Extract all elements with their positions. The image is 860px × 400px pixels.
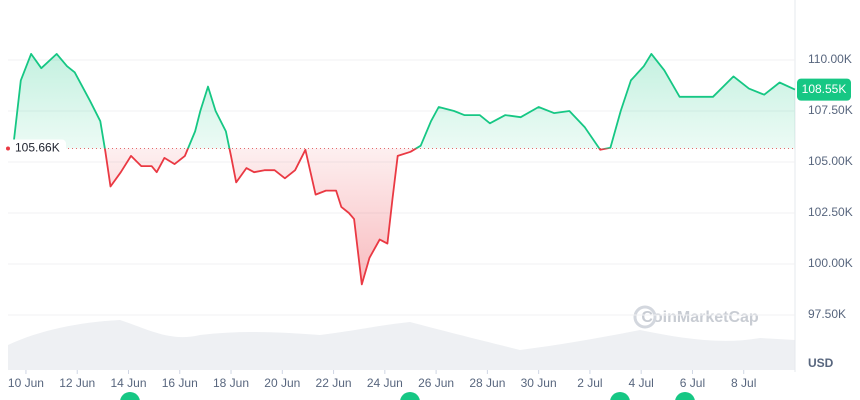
- event-marker: [675, 392, 695, 400]
- x-tick-label: 12 Jun: [59, 376, 95, 390]
- x-tick-label: 26 Jun: [418, 376, 454, 390]
- x-tick-label: 6 Jul: [680, 376, 705, 390]
- y-tick-label: 97.50K: [808, 307, 846, 321]
- last-price-badge: [797, 78, 851, 101]
- y-tick-label: 110.00K: [808, 52, 852, 66]
- y-tick-label: 105.00K: [808, 154, 853, 168]
- x-tick-label: 28 Jun: [469, 376, 505, 390]
- x-tick-label: 8 Jul: [731, 376, 756, 390]
- x-tick-label: 16 Jun: [162, 376, 198, 390]
- x-tick-label: 20 Jun: [264, 376, 300, 390]
- x-tick-label: 14 Jun: [110, 376, 146, 390]
- x-tick-label: 30 Jun: [521, 376, 557, 390]
- reference-badge: [8, 139, 66, 158]
- event-marker: [120, 392, 140, 400]
- unit-label: USD: [808, 356, 834, 370]
- price-area: [13, 53, 796, 285]
- watermark-logo: [633, 305, 657, 329]
- y-tick-label: 107.50K: [808, 103, 853, 117]
- x-tick-label: 4 Jul: [629, 376, 654, 390]
- y-tick-label: 102.50K: [808, 205, 853, 219]
- watermark: CoinMarketCap: [641, 309, 759, 326]
- x-tick-label: 18 Jun: [213, 376, 249, 390]
- volume-area: [8, 320, 795, 370]
- x-tick-label: 10 Jun: [8, 376, 44, 390]
- last-price-label: 108.55K: [802, 82, 847, 96]
- x-tick-label: 22 Jun: [316, 376, 352, 390]
- x-tick-label: 2 Jul: [577, 376, 602, 390]
- x-tick-label: 24 Jun: [367, 376, 403, 390]
- event-marker: [400, 392, 420, 400]
- event-marker: [610, 392, 630, 400]
- reference-dot: [6, 146, 10, 151]
- y-tick-label: 100.00K: [808, 256, 853, 270]
- reference-label: 105.66K: [15, 141, 60, 155]
- price-line: [12, 53, 796, 286]
